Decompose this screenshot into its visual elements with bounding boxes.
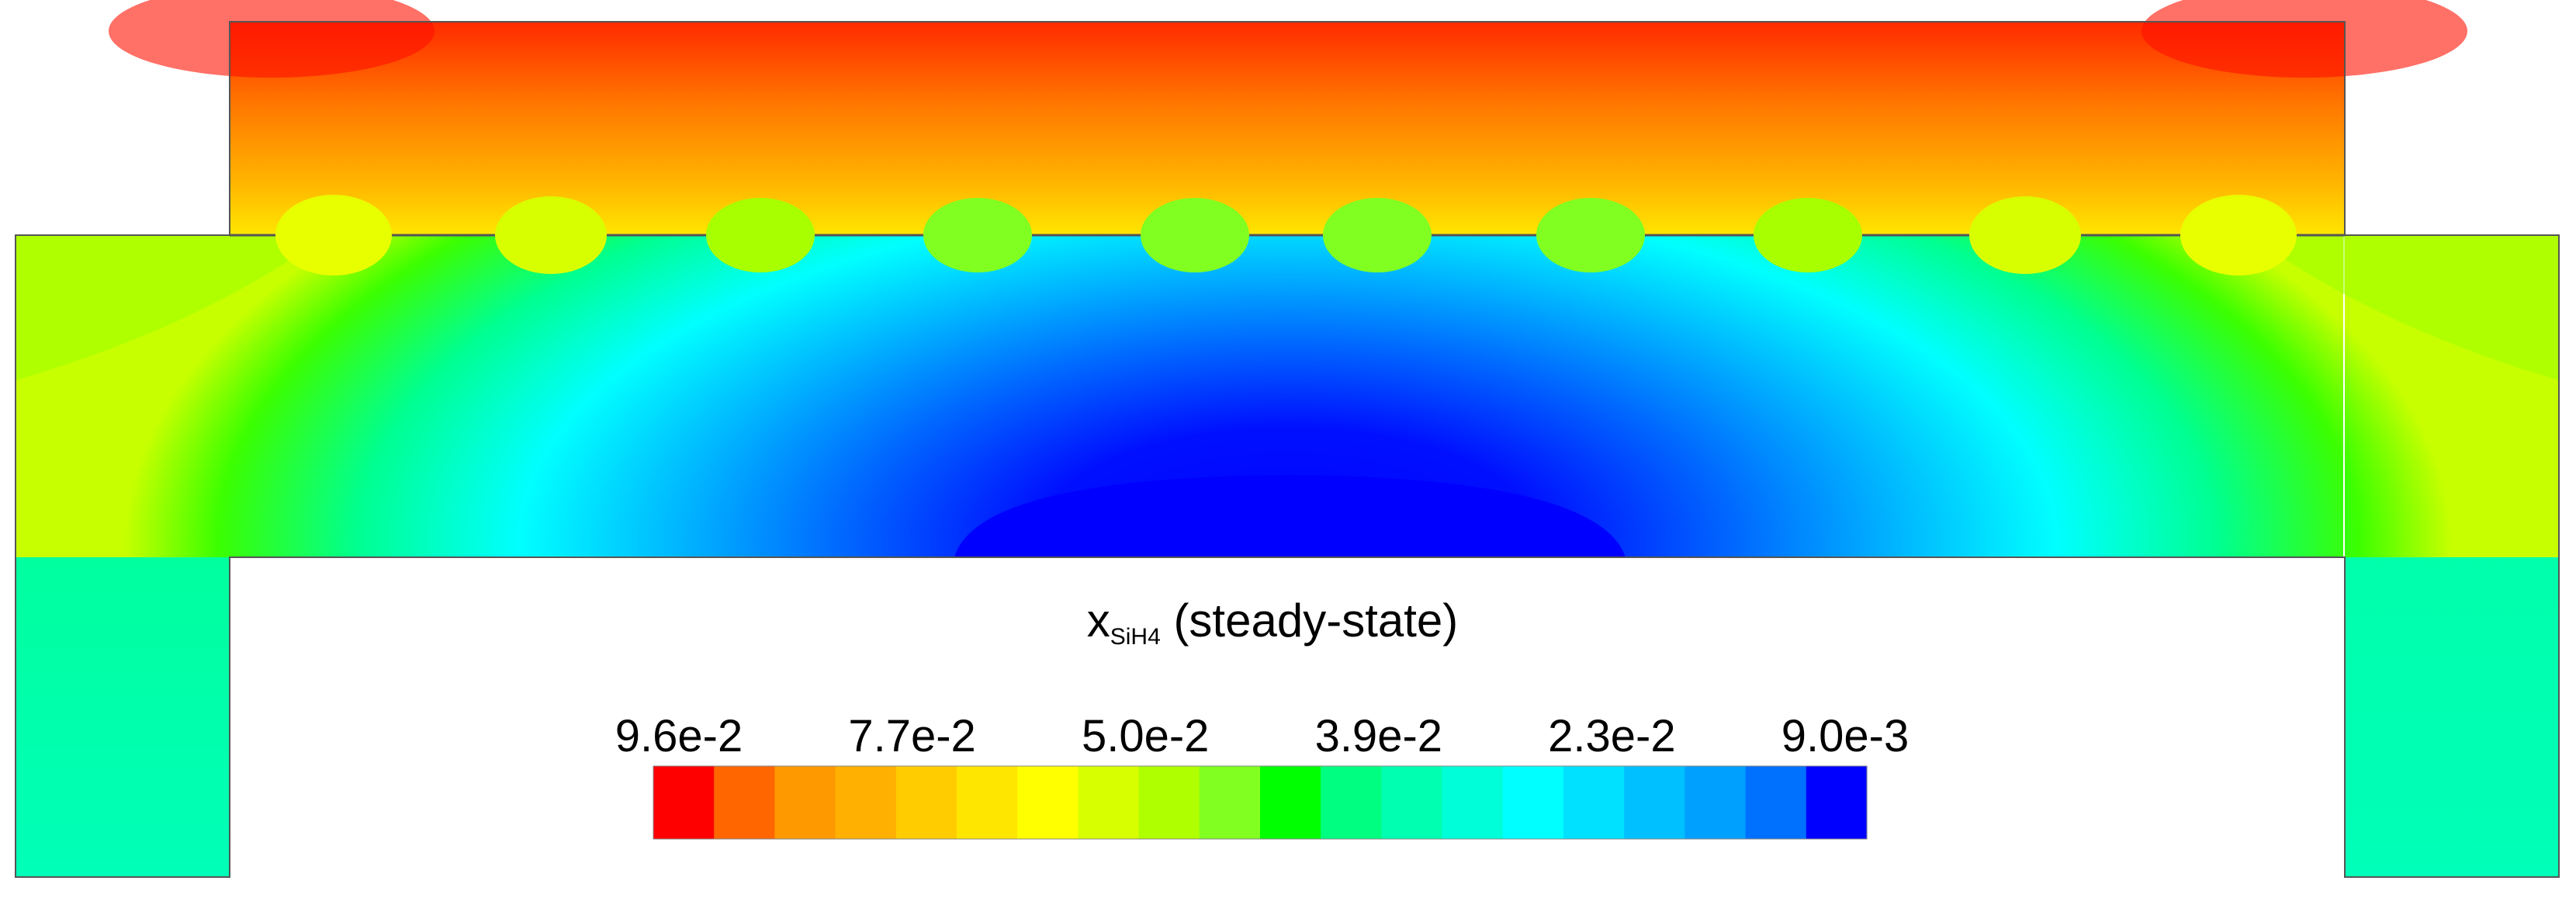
legend-swatch bbox=[1563, 766, 1625, 839]
legend-tick-label: 2.3e-2 bbox=[1548, 711, 1676, 761]
legend-swatch bbox=[1442, 766, 1504, 839]
legend-swatch bbox=[835, 766, 897, 839]
jet-6 bbox=[1323, 198, 1432, 272]
minimum-core-region bbox=[954, 475, 1626, 557]
legend-color-bar bbox=[653, 766, 1868, 839]
jet-10 bbox=[2180, 195, 2297, 276]
jet-8 bbox=[1754, 198, 1862, 272]
right-green-band bbox=[2250, 235, 2559, 380]
legend-swatch bbox=[1684, 766, 1747, 839]
jet-9 bbox=[1969, 196, 2081, 274]
legend-tick-label: 9.0e-3 bbox=[1781, 711, 1909, 761]
legend-swatch bbox=[895, 766, 957, 839]
legend-title: xSiH4 (steady-state) bbox=[1087, 594, 1459, 650]
legend-title-suffix: (steady-state) bbox=[1173, 595, 1459, 647]
legend-swatch bbox=[1199, 766, 1261, 839]
legend-swatch bbox=[1806, 766, 1868, 839]
legend-swatch bbox=[1502, 766, 1564, 839]
legend-swatch bbox=[1745, 766, 1807, 839]
jet-2 bbox=[495, 196, 607, 274]
jet-7 bbox=[1536, 198, 1645, 272]
legend-title-subscript: SiH4 bbox=[1110, 624, 1161, 650]
legend-swatch bbox=[1078, 766, 1140, 839]
legend-swatch bbox=[1138, 766, 1200, 839]
top-left-corner-hotspot bbox=[109, 0, 435, 78]
legend-swatch bbox=[1624, 766, 1685, 839]
showerhead-jets bbox=[275, 195, 2297, 276]
legend-tick-label: 5.0e-2 bbox=[1081, 711, 1210, 761]
legend-swatch bbox=[653, 766, 715, 839]
jet-3 bbox=[706, 198, 815, 272]
left-green-band bbox=[16, 235, 326, 380]
legend-title-main: x bbox=[1086, 595, 1110, 647]
jet-5 bbox=[1141, 198, 1249, 272]
legend-swatch bbox=[957, 766, 1018, 839]
legend-swatch bbox=[714, 766, 775, 839]
legend-swatch bbox=[774, 766, 836, 839]
legend-tick-label: 9.6e-2 bbox=[615, 711, 743, 761]
left-leg-region bbox=[16, 557, 230, 877]
legend-swatch bbox=[1321, 766, 1382, 839]
jet-1 bbox=[275, 195, 392, 276]
legend-swatch bbox=[1260, 766, 1321, 839]
legend-swatch bbox=[1017, 766, 1079, 839]
top-right-corner-hotspot bbox=[2141, 0, 2467, 78]
legend-bar-border bbox=[653, 765, 1868, 840]
top-plenum-region bbox=[230, 22, 2345, 235]
legend-tick-label: 7.7e-2 bbox=[848, 711, 976, 761]
legend-swatch bbox=[1381, 766, 1443, 839]
jet-4 bbox=[923, 198, 1032, 272]
legend-tick-label: 3.9e-2 bbox=[1314, 711, 1443, 761]
